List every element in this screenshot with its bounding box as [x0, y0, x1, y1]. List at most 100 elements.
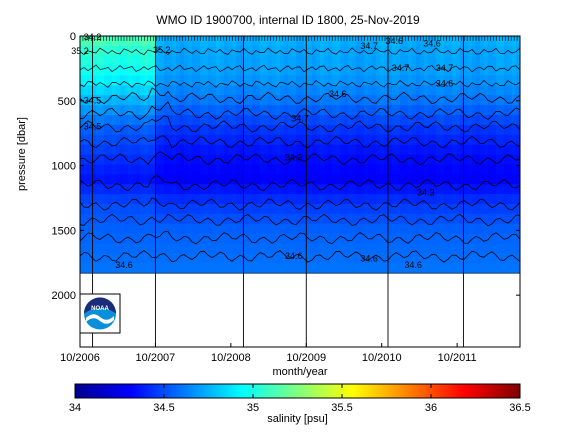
salinity-cell — [416, 223, 421, 235]
salinity-cell — [168, 194, 173, 205]
salinity-cell — [124, 263, 129, 274]
salinity-cell — [296, 194, 301, 205]
salinity-cell — [148, 174, 153, 185]
salinity-cell — [124, 223, 129, 235]
salinity-cell — [244, 184, 249, 195]
salinity-cell — [268, 95, 273, 106]
salinity-cell — [352, 263, 357, 274]
salinity-cell — [220, 263, 225, 274]
salinity-cell — [300, 194, 305, 205]
salinity-cell — [264, 213, 269, 225]
salinity-cell — [92, 115, 97, 126]
salinity-cell — [272, 95, 277, 106]
salinity-cell — [256, 203, 261, 215]
salinity-cell — [360, 223, 365, 235]
salinity-cell — [400, 233, 405, 244]
salinity-cell — [96, 223, 101, 235]
salinity-cell — [268, 65, 273, 76]
salinity-cell — [352, 55, 357, 67]
salinity-cell — [180, 154, 185, 165]
salinity-cell — [288, 263, 293, 274]
salinity-cell — [204, 95, 209, 106]
salinity-cell — [380, 45, 385, 57]
salinity-cell — [280, 65, 285, 76]
salinity-cell — [152, 243, 157, 254]
salinity-cell — [112, 174, 117, 185]
salinity-cell — [100, 174, 105, 185]
salinity-cell — [472, 105, 477, 116]
salinity-cell — [464, 124, 469, 136]
salinity-cell — [360, 85, 365, 96]
salinity-cell — [164, 134, 169, 146]
salinity-cell — [280, 95, 285, 106]
salinity-cell — [480, 85, 485, 96]
salinity-cell — [236, 253, 241, 264]
salinity-cell — [80, 164, 85, 175]
salinity-cell — [396, 45, 401, 57]
salinity-cell — [460, 253, 465, 264]
salinity-cell — [500, 213, 505, 225]
salinity-cell — [344, 174, 349, 185]
salinity-cell — [124, 75, 129, 86]
salinity-cell — [308, 263, 313, 274]
salinity-cell — [112, 85, 117, 96]
contour-line — [79, 231, 521, 245]
salinity-cell — [204, 194, 209, 205]
salinity-cell — [208, 253, 213, 264]
salinity-cell — [452, 124, 457, 136]
salinity-cell — [84, 184, 89, 195]
salinity-cell — [132, 174, 137, 185]
salinity-cell — [100, 194, 105, 205]
salinity-cell — [420, 75, 425, 86]
salinity-cell — [128, 105, 133, 116]
salinity-cell — [116, 203, 121, 215]
salinity-cell — [516, 45, 521, 57]
salinity-cell — [484, 95, 489, 106]
salinity-cell — [456, 263, 461, 274]
colorbar-tick-label: 35.5 — [331, 402, 352, 414]
salinity-cell — [240, 95, 245, 106]
salinity-cell — [328, 105, 333, 116]
salinity-cell — [260, 144, 265, 155]
salinity-cell — [380, 233, 385, 244]
salinity-cell — [404, 243, 409, 254]
salinity-cell — [96, 134, 101, 146]
salinity-cell — [212, 144, 217, 155]
salinity-cell — [440, 223, 445, 235]
y-tick-label: 2000 — [52, 290, 76, 302]
x-tick-label: 10/2008 — [211, 352, 251, 364]
salinity-cell — [492, 184, 497, 195]
salinity-cell — [164, 253, 169, 264]
salinity-cell — [288, 85, 293, 96]
salinity-cell — [248, 36, 253, 47]
salinity-cell — [168, 174, 173, 185]
contour-label: 34.6 — [423, 38, 441, 48]
salinity-cell — [144, 194, 149, 205]
salinity-cell — [404, 65, 409, 76]
salinity-cell — [172, 154, 177, 165]
salinity-cell — [412, 213, 417, 225]
salinity-cell — [184, 144, 189, 155]
salinity-cell — [212, 174, 217, 185]
salinity-cell — [92, 243, 97, 254]
salinity-cell — [472, 144, 477, 155]
salinity-cell — [328, 75, 333, 86]
salinity-cell — [348, 95, 353, 106]
salinity-cell — [332, 233, 337, 244]
salinity-cell — [452, 85, 457, 96]
salinity-cell — [316, 115, 321, 126]
salinity-cell — [432, 55, 437, 67]
salinity-cell — [140, 243, 145, 254]
salinity-cell — [164, 105, 169, 116]
salinity-cell — [264, 45, 269, 57]
salinity-cell — [472, 194, 477, 205]
salinity-cell — [464, 164, 469, 175]
salinity-cell — [384, 213, 389, 225]
salinity-cell — [192, 85, 197, 96]
salinity-cell — [428, 243, 433, 254]
salinity-cell — [312, 184, 317, 195]
salinity-cell — [200, 55, 205, 67]
salinity-cell — [240, 45, 245, 57]
salinity-cell — [316, 65, 321, 76]
salinity-cell — [228, 223, 233, 235]
